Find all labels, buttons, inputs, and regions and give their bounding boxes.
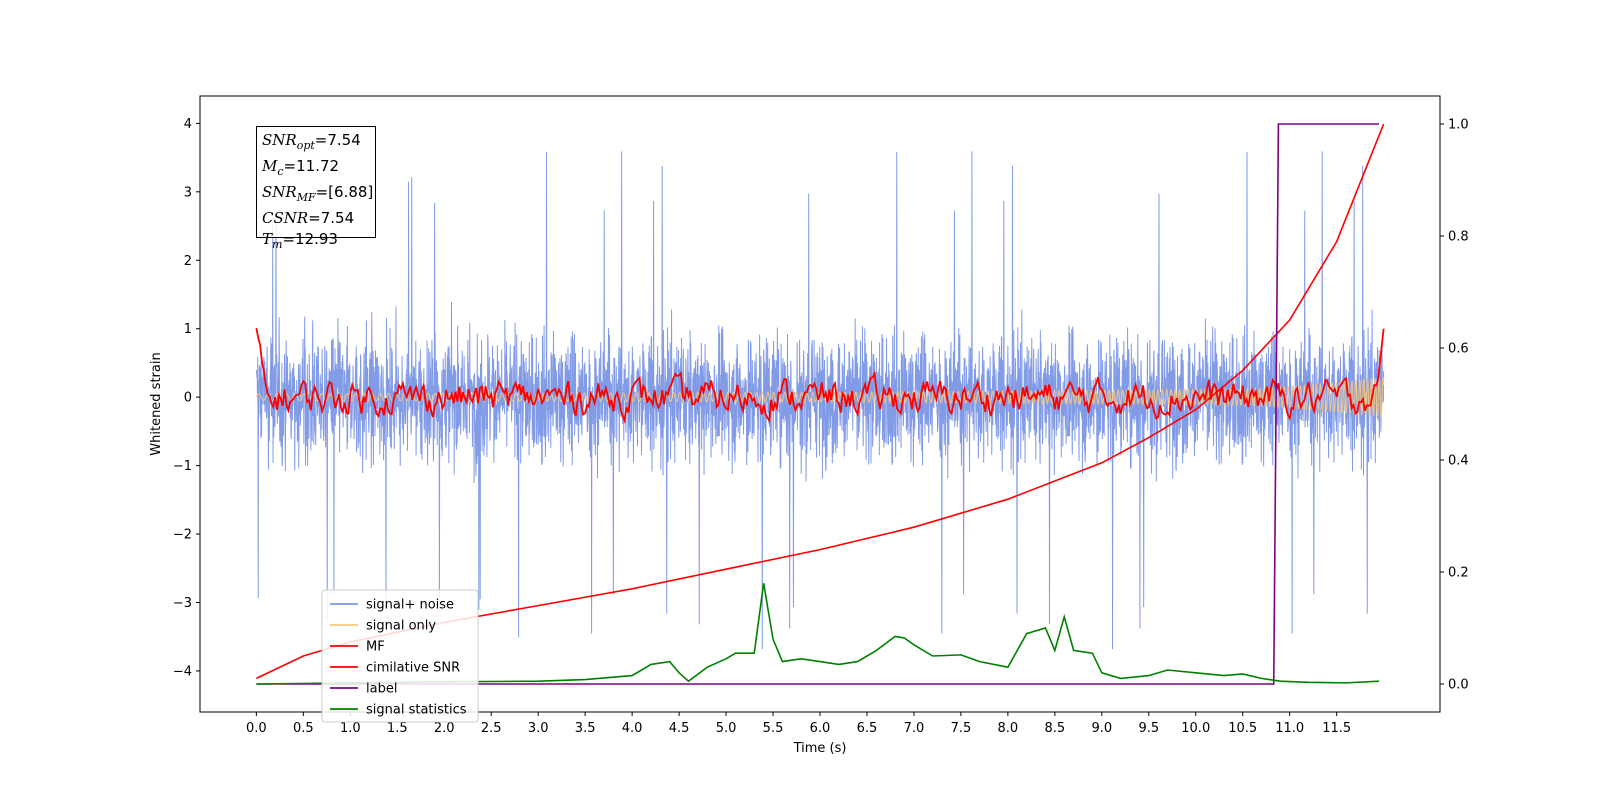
y-axis-right: 1.0 0.8 0.6 0.4 0.2 0.0 xyxy=(1440,118,1469,693)
y-tick-label: 3 xyxy=(184,185,192,200)
legend: signal+ noise signal only MF cimilative SNR… xyxy=(321,589,479,723)
x-tick-label: 5.0 xyxy=(716,721,737,736)
x-tick-label: 10.5 xyxy=(1228,721,1257,736)
annotation-snr-mf: SNRMF=[6.88] xyxy=(262,183,374,204)
x-tick-label: 7.5 xyxy=(951,721,972,736)
y-tick-label: −3 xyxy=(173,596,192,611)
x-tick-label: 0.0 xyxy=(246,721,267,736)
legend-label: signal statistics xyxy=(366,703,467,718)
x-tick-label: 3.5 xyxy=(575,721,596,736)
x-tick-label: 4.5 xyxy=(669,721,690,736)
annotation-snr-opt: SNRopt=7.54 xyxy=(262,131,361,152)
series-signal-only xyxy=(255,376,1385,418)
x-tick-label: 6.0 xyxy=(810,721,831,736)
y-tick-label: −4 xyxy=(173,664,192,679)
y2-tick-label: 0.0 xyxy=(1448,678,1469,693)
y-tick-label: 1 xyxy=(184,322,192,337)
legend-box xyxy=(321,589,479,723)
series-label xyxy=(256,123,1379,685)
x-tick-label: 8.0 xyxy=(998,721,1019,736)
y-tick-label: 4 xyxy=(184,117,192,132)
y-tick-label: 2 xyxy=(184,254,192,269)
x-tick-label: 9.5 xyxy=(1138,721,1159,736)
series-signal-statistics xyxy=(256,583,1379,685)
legend-label: signal+ noise xyxy=(366,598,454,613)
y-axis-left: 4 3 2 1 0 −1 −2 −3 −4 xyxy=(173,117,200,679)
y2-tick-label: 0.8 xyxy=(1448,230,1469,245)
y-tick-label: −2 xyxy=(173,528,192,543)
x-tick-label: 4.0 xyxy=(622,721,643,736)
y-axis-label: Whitened strain xyxy=(149,352,164,455)
series-mf xyxy=(255,327,1385,425)
x-axis: 0.0 0.5 1.0 1.5 2.0 2.5 3.0 3.5 4.0 4.5 5.0 5.5 6.0 6… xyxy=(246,712,1351,736)
x-tick-label: 1.0 xyxy=(340,721,361,736)
x-axis-label: Time (s) xyxy=(793,741,847,756)
legend-label: signal only xyxy=(366,619,436,634)
x-tick-label: 6.5 xyxy=(857,721,878,736)
x-tick-label: 9.0 xyxy=(1091,721,1112,736)
x-tick-label: 2.0 xyxy=(434,721,455,736)
annotation-csnr: CSNR=7.54 xyxy=(262,209,355,227)
legend-label: label xyxy=(366,682,397,697)
y2-tick-label: 1.0 xyxy=(1448,118,1469,133)
x-tick-label: 2.5 xyxy=(481,721,502,736)
annotation-tm: Tm=12.93 xyxy=(262,230,338,251)
x-tick-label: 11.0 xyxy=(1275,721,1304,736)
x-tick-label: 0.5 xyxy=(293,721,314,736)
y2-tick-label: 0.6 xyxy=(1448,342,1469,357)
x-tick-label: 10.0 xyxy=(1181,721,1210,736)
y-tick-label: −1 xyxy=(173,459,192,474)
annotation-box: SNRopt=7.54 Mc=11.72 SNRMF=[6.88] CSNR=7… xyxy=(256,126,376,251)
y2-tick-label: 0.2 xyxy=(1448,566,1469,581)
y2-tick-label: 0.4 xyxy=(1448,454,1469,469)
x-tick-label: 7.0 xyxy=(904,721,925,736)
x-tick-label: 1.5 xyxy=(387,721,408,736)
x-tick-label: 5.5 xyxy=(763,721,784,736)
x-tick-label: 3.0 xyxy=(528,721,549,736)
annotation-mc: Mc=11.72 xyxy=(262,157,340,178)
legend-label: cimilative SNR xyxy=(366,661,460,676)
x-tick-label: 11.5 xyxy=(1322,721,1351,736)
legend-label: MF xyxy=(366,640,385,655)
x-tick-label: 8.5 xyxy=(1045,721,1066,736)
y-tick-label: 0 xyxy=(184,391,192,406)
